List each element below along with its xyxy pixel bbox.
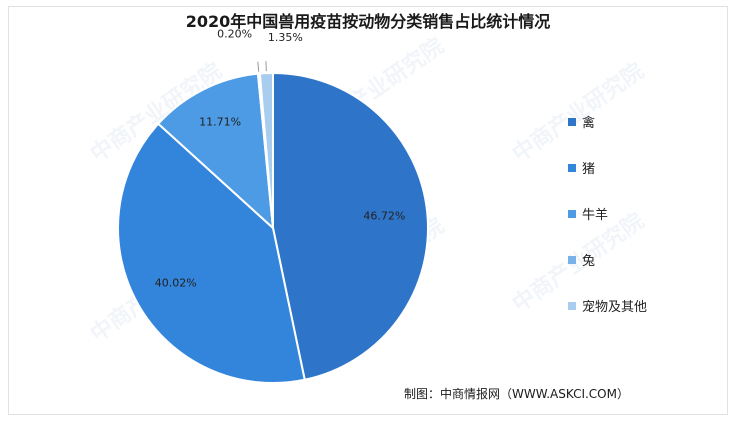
legend-label: 兔 [582,254,596,269]
data-label: 1.35% [268,31,303,44]
legend: 禽 猪 牛羊 兔 宠物及其他 [568,114,647,344]
legend-swatch [568,117,576,126]
pie-slice [272,71,429,381]
legend-swatch [568,163,576,172]
leader-line [257,61,260,72]
legend-label: 宠物及其他 [582,300,648,315]
legend-item: 兔 [568,252,647,269]
data-label: 46.72% [363,209,405,222]
legend-label: 猪 [582,162,596,177]
legend-label: 牛羊 [582,208,609,223]
data-label: 11.71% [199,116,241,129]
legend-swatch [568,209,576,218]
legend-item: 牛羊 [568,206,647,223]
pie-slice [117,122,306,384]
legend-item: 宠物及其他 [568,298,648,315]
chart-title: 2020年中国兽用疫苗按动物分类销售占比统计情况 [185,12,551,31]
data-label: 0.20% [217,28,252,41]
legend-label: 禽 [582,116,596,131]
legend-item: 禽 [568,114,647,131]
source-note: 制图：中商情报网（WWW.ASKCI.COM） [404,387,629,401]
pie-slice [156,72,275,231]
legend-swatch [568,301,576,310]
pie-slice [258,71,274,229]
legend-item: 猪 [568,160,647,177]
data-label: 40.02% [155,277,197,290]
legend-swatch [568,255,576,264]
